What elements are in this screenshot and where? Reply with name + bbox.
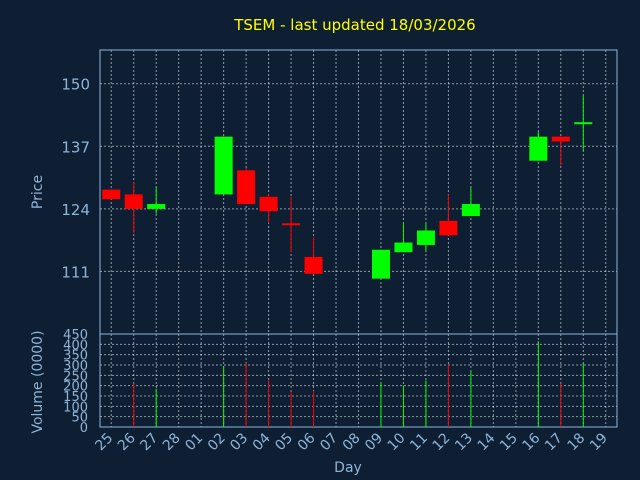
candle-body: [439, 220, 458, 236]
volume-tick-label: 350: [63, 349, 88, 364]
volume-tick-label: 200: [63, 380, 88, 395]
x-tick-label: 10: [385, 430, 409, 454]
x-tick-label: 18: [564, 430, 588, 454]
candle-body: [371, 249, 390, 279]
candle-body: [259, 196, 278, 212]
price-tick-label: 124: [61, 201, 90, 219]
candle-body: [102, 189, 121, 200]
x-tick-label: 14: [475, 430, 499, 454]
candle-body: [551, 136, 570, 142]
x-tick-label: 03: [227, 430, 251, 454]
x-axis-label: Day: [334, 460, 362, 476]
x-tick-label: 13: [452, 430, 476, 454]
x-tick-label: 25: [92, 430, 116, 454]
x-tick-label: 12: [430, 430, 454, 454]
x-tick-label: 26: [115, 430, 139, 454]
volume-tick-label: 450: [63, 328, 88, 343]
volume-plot-border: [99, 333, 618, 428]
volume-tick-label: 250: [63, 369, 88, 384]
chart-title: TSEM - last updated 18/03/2026: [233, 16, 475, 34]
candle-body: [394, 242, 413, 253]
price-panel: 111 124 137 150: [61, 49, 618, 335]
volume-tick-label: 100: [63, 400, 88, 415]
price-tick-label: 150: [61, 76, 90, 94]
x-tick-label: 16: [520, 430, 544, 454]
candle-body: [416, 230, 435, 245]
price-axis-label: Price: [30, 175, 46, 209]
candle-body: [304, 256, 323, 274]
x-tick-label: 27: [137, 430, 161, 454]
candle-body: [529, 136, 548, 161]
candle-body: [237, 170, 256, 205]
x-tick-label: 15: [497, 430, 521, 454]
x-tick-label: 06: [295, 430, 319, 454]
candle-body: [574, 122, 593, 125]
x-tick-label: 11: [407, 430, 431, 454]
x-tick-label: 02: [205, 430, 229, 454]
candle-body: [461, 204, 480, 217]
candle-body: [147, 204, 166, 209]
x-tick-label: 19: [587, 430, 611, 454]
price-tick-label: 111: [61, 263, 90, 281]
x-tick-label: 09: [362, 430, 386, 454]
candle-body: [214, 136, 233, 195]
volume-tick-label: 0: [80, 421, 88, 436]
x-tick-label: 04: [250, 430, 274, 454]
x-tick-label: 08: [340, 430, 364, 454]
volume-tick-label: 150: [63, 390, 88, 405]
volume-panel: 0501001502002503003504004502526272801020…: [63, 328, 618, 454]
x-tick-label: 01: [182, 430, 206, 454]
volume-axis-label: Volume (0000): [30, 330, 46, 433]
x-tick-label: 05: [272, 430, 296, 454]
x-tick-label: 07: [317, 430, 341, 454]
x-tick-label: 28: [160, 430, 184, 454]
volume-tick-label: 50: [71, 411, 88, 426]
volume-tick-label: 300: [63, 359, 88, 374]
volume-tick-label: 400: [63, 338, 88, 353]
candle-body: [282, 223, 301, 226]
candle-body: [124, 194, 143, 209]
price-tick-label: 137: [61, 138, 90, 156]
x-tick-label: 17: [542, 430, 566, 454]
